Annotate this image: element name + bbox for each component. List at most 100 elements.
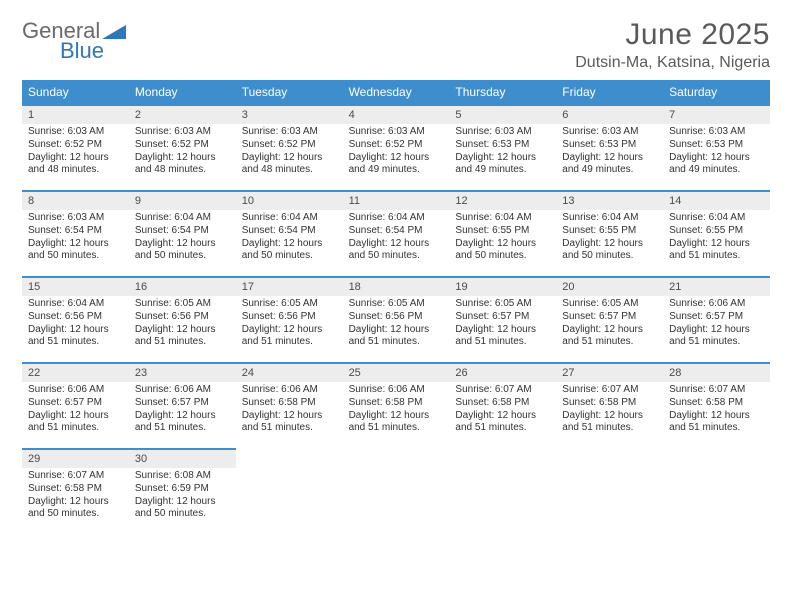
- daylight-line: Daylight: 12 hours and 49 minutes.: [562, 152, 657, 178]
- day-number: 29: [22, 450, 129, 468]
- sunset-line: Sunset: 6:54 PM: [135, 225, 230, 238]
- daylight-line: Daylight: 12 hours and 50 minutes.: [28, 238, 123, 264]
- sunset-line: Sunset: 6:55 PM: [455, 225, 550, 238]
- calendar-cell: 17Sunrise: 6:05 AMSunset: 6:56 PMDayligh…: [236, 276, 343, 362]
- day-number: 5: [449, 106, 556, 124]
- sunrise-line: Sunrise: 6:05 AM: [135, 298, 230, 311]
- sunset-line: Sunset: 6:56 PM: [242, 311, 337, 324]
- day-info: Sunrise: 6:07 AMSunset: 6:58 PMDaylight:…: [556, 384, 663, 435]
- sunset-line: Sunset: 6:59 PM: [135, 483, 230, 496]
- calendar-cell: 29 Sunrise: 6:07 AMSunset: 6:58 PMDayligh…: [22, 448, 129, 534]
- calendar-cell: 16Sunrise: 6:05 AMSunset: 6:56 PMDayligh…: [129, 276, 236, 362]
- sunrise-line: Sunrise: 6:07 AM: [562, 384, 657, 397]
- sunrise-line: Sunrise: 6:04 AM: [349, 212, 444, 225]
- day-info: Sunrise: 6:03 AMSunset: 6:53 PMDaylight:…: [663, 126, 770, 177]
- sunrise-line: Sunrise: 6:06 AM: [349, 384, 444, 397]
- calendar-cell: 27Sunrise: 6:07 AMSunset: 6:58 PMDayligh…: [556, 362, 663, 448]
- sunrise-line: Sunrise: 6:06 AM: [135, 384, 230, 397]
- daylight-line: Daylight: 12 hours and 48 minutes.: [135, 152, 230, 178]
- day-info: Sunrise: 6:05 AMSunset: 6:57 PMDaylight:…: [449, 298, 556, 349]
- daylight-line: Daylight: 12 hours and 51 minutes.: [349, 410, 444, 436]
- daylight-line: Daylight: 12 hours and 50 minutes.: [28, 496, 123, 522]
- calendar-cell-empty: [343, 448, 450, 534]
- day-number: 12: [449, 192, 556, 210]
- sunrise-line: Sunrise: 6:04 AM: [242, 212, 337, 225]
- calendar-cell: 23Sunrise: 6:06 AMSunset: 6:57 PMDayligh…: [129, 362, 236, 448]
- calendar-cell: 2 Sunrise: 6:03 AMSunset: 6:52 PMDaylight…: [129, 104, 236, 190]
- day-info: Sunrise: 6:06 AMSunset: 6:57 PMDaylight:…: [129, 384, 236, 435]
- sunset-line: Sunset: 6:57 PM: [669, 311, 764, 324]
- daylight-line: Daylight: 12 hours and 51 minutes.: [669, 238, 764, 264]
- day-number: 18: [343, 278, 450, 296]
- sunrise-line: Sunrise: 6:05 AM: [349, 298, 444, 311]
- daylight-line: Daylight: 12 hours and 51 minutes.: [242, 324, 337, 350]
- sunset-line: Sunset: 6:58 PM: [669, 397, 764, 410]
- sunset-line: Sunset: 6:56 PM: [135, 311, 230, 324]
- location-subtitle: Dutsin-Ma, Katsina, Nigeria: [575, 54, 770, 72]
- sunset-line: Sunset: 6:56 PM: [349, 311, 444, 324]
- calendar-cell: 19Sunrise: 6:05 AMSunset: 6:57 PMDayligh…: [449, 276, 556, 362]
- sunset-line: Sunset: 6:57 PM: [135, 397, 230, 410]
- day-number: 11: [343, 192, 450, 210]
- day-number: 6: [556, 106, 663, 124]
- day-number: 28: [663, 364, 770, 382]
- day-header: Friday: [556, 80, 663, 104]
- brand-triangle-icon: [102, 23, 126, 39]
- day-number: 3: [236, 106, 343, 124]
- calendar-cell: 7 Sunrise: 6:03 AMSunset: 6:53 PMDaylight…: [663, 104, 770, 190]
- day-number: 8: [22, 192, 129, 210]
- calendar-cell: 8Sunrise: 6:03 AMSunset: 6:54 PMDaylight…: [22, 190, 129, 276]
- day-number: 7: [663, 106, 770, 124]
- sunset-line: Sunset: 6:57 PM: [455, 311, 550, 324]
- sunset-line: Sunset: 6:58 PM: [28, 483, 123, 496]
- daylight-line: Daylight: 12 hours and 51 minutes.: [669, 324, 764, 350]
- sunrise-line: Sunrise: 6:03 AM: [28, 212, 123, 225]
- sunrise-line: Sunrise: 6:06 AM: [28, 384, 123, 397]
- calendar-cell: 13Sunrise: 6:04 AMSunset: 6:55 PMDayligh…: [556, 190, 663, 276]
- day-number: 24: [236, 364, 343, 382]
- day-info: Sunrise: 6:03 AMSunset: 6:52 PMDaylight:…: [129, 126, 236, 177]
- sunrise-line: Sunrise: 6:03 AM: [28, 126, 123, 139]
- day-number: 4: [343, 106, 450, 124]
- day-number: 13: [556, 192, 663, 210]
- daylight-line: Daylight: 12 hours and 50 minutes.: [242, 238, 337, 264]
- calendar-cell-empty: [556, 448, 663, 534]
- brand-logo: General Blue: [22, 18, 126, 44]
- sunrise-line: Sunrise: 6:04 AM: [135, 212, 230, 225]
- day-number: 2: [129, 106, 236, 124]
- day-info: Sunrise: 6:06 AMSunset: 6:58 PMDaylight:…: [343, 384, 450, 435]
- sunset-line: Sunset: 6:58 PM: [455, 397, 550, 410]
- day-header: Wednesday: [343, 80, 450, 104]
- day-info: Sunrise: 6:07 AMSunset: 6:58 PMDaylight:…: [449, 384, 556, 435]
- daylight-line: Daylight: 12 hours and 51 minutes.: [135, 324, 230, 350]
- daylight-line: Daylight: 12 hours and 51 minutes.: [242, 410, 337, 436]
- sunset-line: Sunset: 6:52 PM: [242, 139, 337, 152]
- day-header: Saturday: [663, 80, 770, 104]
- calendar-cell: 24Sunrise: 6:06 AMSunset: 6:58 PMDayligh…: [236, 362, 343, 448]
- sunrise-line: Sunrise: 6:06 AM: [242, 384, 337, 397]
- day-number: 1: [22, 106, 129, 124]
- calendar-cell: 9Sunrise: 6:04 AMSunset: 6:54 PMDaylight…: [129, 190, 236, 276]
- sunrise-line: Sunrise: 6:05 AM: [242, 298, 337, 311]
- daylight-line: Daylight: 12 hours and 50 minutes.: [455, 238, 550, 264]
- calendar-cell-empty: [236, 448, 343, 534]
- sunrise-line: Sunrise: 6:03 AM: [562, 126, 657, 139]
- sunset-line: Sunset: 6:54 PM: [242, 225, 337, 238]
- calendar-cell: 18Sunrise: 6:05 AMSunset: 6:56 PMDayligh…: [343, 276, 450, 362]
- daylight-line: Daylight: 12 hours and 49 minutes.: [455, 152, 550, 178]
- day-number: 20: [556, 278, 663, 296]
- day-info: Sunrise: 6:04 AMSunset: 6:54 PMDaylight:…: [343, 212, 450, 263]
- day-info: Sunrise: 6:04 AMSunset: 6:55 PMDaylight:…: [663, 212, 770, 263]
- sunset-line: Sunset: 6:55 PM: [669, 225, 764, 238]
- page-header: General Blue June 2025 Dutsin-Ma, Katsin…: [22, 18, 770, 72]
- calendar-cell: 20Sunrise: 6:05 AMSunset: 6:57 PMDayligh…: [556, 276, 663, 362]
- daylight-line: Daylight: 12 hours and 49 minutes.: [349, 152, 444, 178]
- calendar-cell: 14Sunrise: 6:04 AMSunset: 6:55 PMDayligh…: [663, 190, 770, 276]
- sunrise-line: Sunrise: 6:07 AM: [28, 470, 123, 483]
- calendar-cell: 10Sunrise: 6:04 AMSunset: 6:54 PMDayligh…: [236, 190, 343, 276]
- calendar-cell: 26Sunrise: 6:07 AMSunset: 6:58 PMDayligh…: [449, 362, 556, 448]
- calendar-cell: 5Sunrise: 6:03 AMSunset: 6:53 PMDaylight…: [449, 104, 556, 190]
- day-info: Sunrise: 6:06 AMSunset: 6:57 PMDaylight:…: [22, 384, 129, 435]
- daylight-line: Daylight: 12 hours and 49 minutes.: [669, 152, 764, 178]
- sunrise-line: Sunrise: 6:04 AM: [562, 212, 657, 225]
